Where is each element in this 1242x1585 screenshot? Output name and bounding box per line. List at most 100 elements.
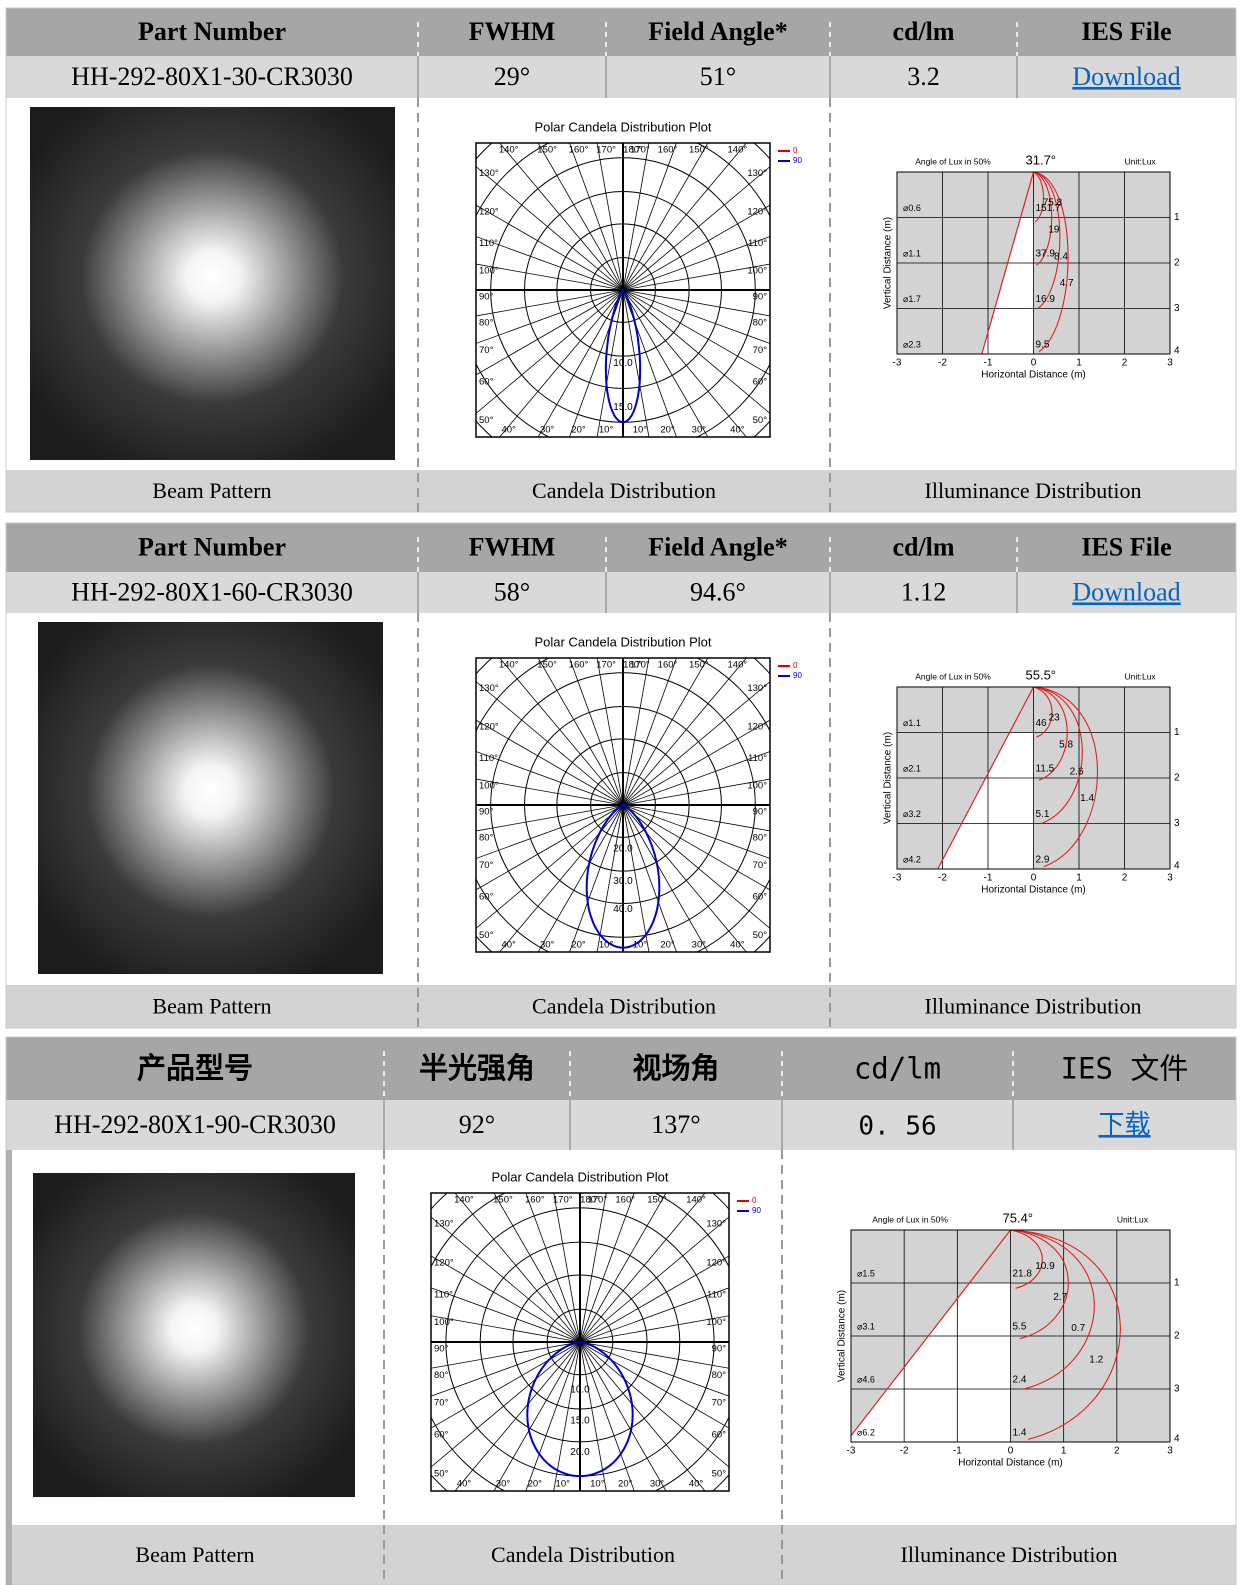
polar-spoke xyxy=(622,289,709,437)
polar-spoke xyxy=(499,143,624,291)
x-tick-label: -1 xyxy=(984,873,993,884)
polar-angle-label: 150° xyxy=(647,1195,667,1206)
isolux-label: 2.7 xyxy=(1053,1292,1067,1303)
header-cell: IES File xyxy=(1081,17,1171,46)
polar-angle-label: 10° xyxy=(633,425,648,436)
x-tick-label: 2 xyxy=(1122,873,1128,884)
polar-spoke xyxy=(622,289,770,376)
polar-spoke xyxy=(537,804,624,952)
spot-diameter: ⌀3.2 xyxy=(903,809,921,819)
polar-angle-label: 160° xyxy=(658,660,678,671)
caption-row xyxy=(6,470,1236,512)
polar-angle-label: 30° xyxy=(540,940,555,951)
download-link[interactable]: 下载 xyxy=(1098,1110,1150,1139)
header-cell: 视场角 xyxy=(632,1052,719,1085)
polar-spoke xyxy=(493,1193,581,1343)
polar-angle-label: 110° xyxy=(707,1289,726,1300)
polar-angle-label: 170° xyxy=(630,660,650,671)
polar-angle-label: 140° xyxy=(686,1195,706,1206)
x-tick-label: 3 xyxy=(1167,358,1173,369)
polar-angle-label: 70° xyxy=(479,860,494,871)
beam-region xyxy=(851,1283,1011,1442)
polar-angle-label: 170° xyxy=(596,660,616,671)
polar-angle-label: 10° xyxy=(599,940,614,951)
illuminance-frame xyxy=(896,171,1171,355)
center-lux: 46 xyxy=(1036,718,1048,729)
center-lux: 151.7 xyxy=(1036,203,1061,214)
x-tick-label: 3 xyxy=(1167,1446,1173,1457)
polar-spoke xyxy=(537,289,624,437)
header-cell: 半光强角 xyxy=(419,1052,535,1085)
polar-angle-label: 120° xyxy=(747,722,767,733)
polar-angle-label: 20° xyxy=(618,1479,633,1490)
isolux-label: 19 xyxy=(1048,224,1060,235)
data-row xyxy=(6,56,1236,98)
isolux-curve xyxy=(1033,172,1053,266)
polar-angle-label: 70° xyxy=(434,1398,449,1409)
polar-spoke xyxy=(622,289,650,437)
angle-value: 75.4° xyxy=(1003,1210,1034,1225)
download-link[interactable]: Download xyxy=(1072,577,1180,606)
polar-spoke xyxy=(454,1341,581,1491)
polar-spoke xyxy=(622,719,770,806)
x-tick-label: -1 xyxy=(984,358,993,369)
polar-spoke xyxy=(569,804,624,952)
polar-angle-label: 70° xyxy=(712,1398,727,1409)
polar-angle-label: 110° xyxy=(748,753,767,764)
data-cell: 51° xyxy=(700,62,736,91)
header-cell: Field Angle* xyxy=(648,532,787,561)
polar-spoke xyxy=(622,289,770,344)
polar-spoke xyxy=(622,804,770,929)
isolux-label: 75.8 xyxy=(1043,198,1063,209)
x-tick-label: 0 xyxy=(1031,873,1037,884)
polar-angle-label: 60° xyxy=(479,376,494,387)
y-tick-label: 4 xyxy=(1174,346,1180,357)
polar-lobe xyxy=(585,804,661,949)
polar-spoke xyxy=(622,289,747,437)
polar-spoke xyxy=(431,1287,581,1343)
spot-diameter: ⌀1.1 xyxy=(903,718,921,728)
polar-angle-label: 140° xyxy=(499,145,519,156)
header-cell: 产品型号 xyxy=(137,1052,253,1085)
polar-angle-label: 100° xyxy=(479,781,499,792)
polar-spoke xyxy=(622,804,747,952)
header-row xyxy=(6,1037,1236,1100)
polar-spoke xyxy=(476,804,624,929)
polar-angle-label: 160° xyxy=(569,145,589,156)
polar-angle-label: 30° xyxy=(692,425,707,436)
angle-value: 55.5° xyxy=(1026,667,1057,682)
spot-diameter: ⌀4.6 xyxy=(857,1374,875,1384)
center-lux: 1.4 xyxy=(1013,1428,1027,1439)
polar-spoke xyxy=(431,1255,581,1343)
center-lux: 37.9 xyxy=(1036,249,1056,260)
download-link[interactable]: Download xyxy=(1072,62,1180,91)
polar-spoke xyxy=(622,804,770,891)
isolux-label: 0.7 xyxy=(1071,1323,1085,1334)
polar-angle-label: 100° xyxy=(706,1317,726,1328)
polar-angle-label: 90° xyxy=(712,1344,727,1355)
data-cell: 137° xyxy=(651,1110,700,1139)
polar-angle-label: 130° xyxy=(434,1218,454,1229)
beam-pattern xyxy=(38,622,383,974)
isolux-label: 1.2 xyxy=(1089,1354,1103,1365)
isolux-label: 2.6 xyxy=(1070,766,1084,777)
isolux-curve xyxy=(1033,687,1068,781)
caption: Beam Pattern xyxy=(152,478,271,503)
polar-spoke xyxy=(579,1193,635,1343)
x-tick-label: -2 xyxy=(938,873,947,884)
illuminance-frame xyxy=(850,1229,1171,1443)
polar-ring-label: 15.0 xyxy=(613,402,633,413)
polar-spoke xyxy=(622,778,770,806)
spot-diameter: ⌀1.1 xyxy=(903,248,921,258)
polar-grid xyxy=(476,143,770,437)
polar-angle-label: 140° xyxy=(454,1195,474,1206)
x-tick-label: 0 xyxy=(1008,1446,1014,1457)
polar-angle-label: 170° xyxy=(596,145,616,156)
polar-angle-label: 150° xyxy=(493,1195,513,1206)
polar-spoke xyxy=(622,143,747,291)
center-lux: 21.8 xyxy=(1013,1269,1033,1280)
center-lux: 2.9 xyxy=(1036,855,1050,866)
polar-title: Polar Candela Distribution Plot xyxy=(491,1169,668,1184)
polar-angle-label: 150° xyxy=(537,660,557,671)
x-tick-label: -1 xyxy=(953,1446,962,1457)
